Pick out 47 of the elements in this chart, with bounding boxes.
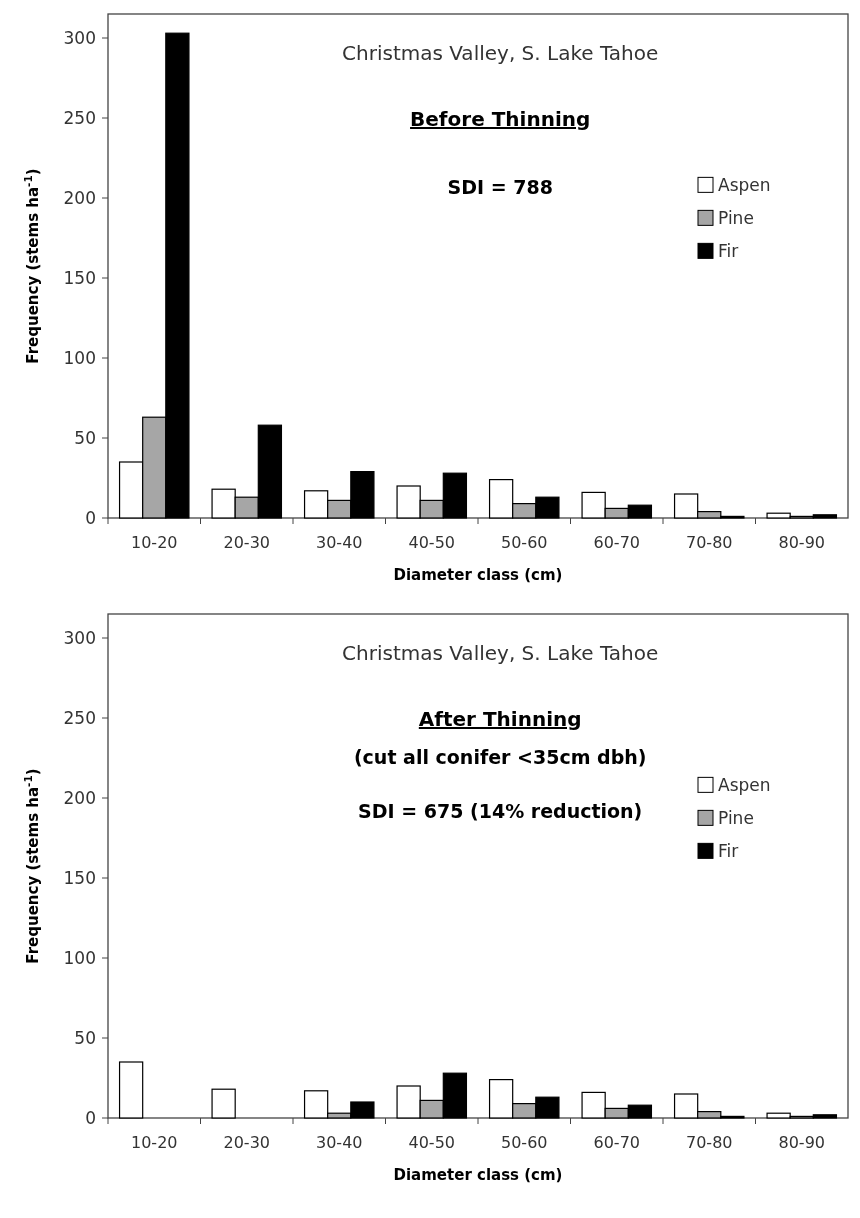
y-tick-label: 50 <box>74 1027 96 1048</box>
legend-label: Aspen <box>718 775 771 796</box>
x-tick-label: 30-40 <box>316 533 363 552</box>
x-tick-label: 80-90 <box>778 533 825 552</box>
annotation: (cut all conifer <35cm dbh) <box>353 746 647 768</box>
text: Christmas Valley, S. Lake Tahoe <box>342 641 659 665</box>
x-tick-label: 70-80 <box>686 533 733 552</box>
x-tick-label: 30-40 <box>316 1133 363 1152</box>
x-tick-label: 20-30 <box>223 1133 270 1152</box>
y-tick-label: 150 <box>63 867 96 888</box>
y-tick-label: 250 <box>63 707 96 728</box>
y-tick-label: 150 <box>63 267 96 288</box>
x-tick-label: 40-50 <box>408 1133 455 1152</box>
x-tick-label: 60-70 <box>593 1133 640 1152</box>
x-tick-label: 80-90 <box>778 1133 825 1152</box>
bar <box>211 1088 236 1119</box>
x-tick-label: 20-30 <box>223 533 270 552</box>
x-tick-label: 60-70 <box>593 533 640 552</box>
x-axis-title: Diameter class (cm) <box>393 1166 563 1184</box>
y-tick-label: 100 <box>63 347 96 368</box>
x-axis-title: Diameter class (cm) <box>393 566 563 584</box>
text: Before Thinning <box>410 107 591 131</box>
y-tick-label: 300 <box>63 27 96 48</box>
bar <box>118 1061 144 1119</box>
x-tick-label: 10-20 <box>131 1133 178 1152</box>
y-tick-label: 300 <box>63 627 96 648</box>
legend-label: Fir <box>718 841 739 862</box>
y-tick-label: 0 <box>85 507 96 528</box>
x-tick-label: 50-60 <box>501 1133 548 1152</box>
x-tick-label: 70-80 <box>686 1133 733 1152</box>
legend-label: Pine <box>718 808 754 829</box>
annotation: SDI = 788 <box>447 176 553 198</box>
y-tick-label: 250 <box>63 107 96 128</box>
x-tick-label: 40-50 <box>408 533 455 552</box>
x-tick-label: 10-20 <box>131 533 178 552</box>
y-tick-label: 200 <box>63 187 96 208</box>
legend-label: Pine <box>718 208 754 229</box>
text: After Thinning <box>418 707 582 731</box>
legend-label: Aspen <box>718 175 771 196</box>
y-tick-label: 0 <box>85 1107 96 1128</box>
legend-label: Fir <box>718 241 739 262</box>
annotation: SDI = 675 (14% reduction) <box>358 800 643 822</box>
y-tick-label: 100 <box>63 947 96 968</box>
y-tick-label: 200 <box>63 787 96 808</box>
x-tick-label: 50-60 <box>501 533 548 552</box>
text: Christmas Valley, S. Lake Tahoe <box>342 41 659 65</box>
y-tick-label: 50 <box>74 427 96 448</box>
